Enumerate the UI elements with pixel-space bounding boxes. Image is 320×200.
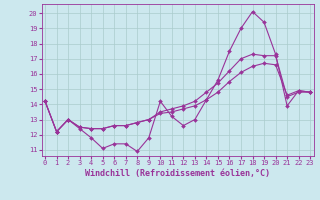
X-axis label: Windchill (Refroidissement éolien,°C): Windchill (Refroidissement éolien,°C): [85, 169, 270, 178]
